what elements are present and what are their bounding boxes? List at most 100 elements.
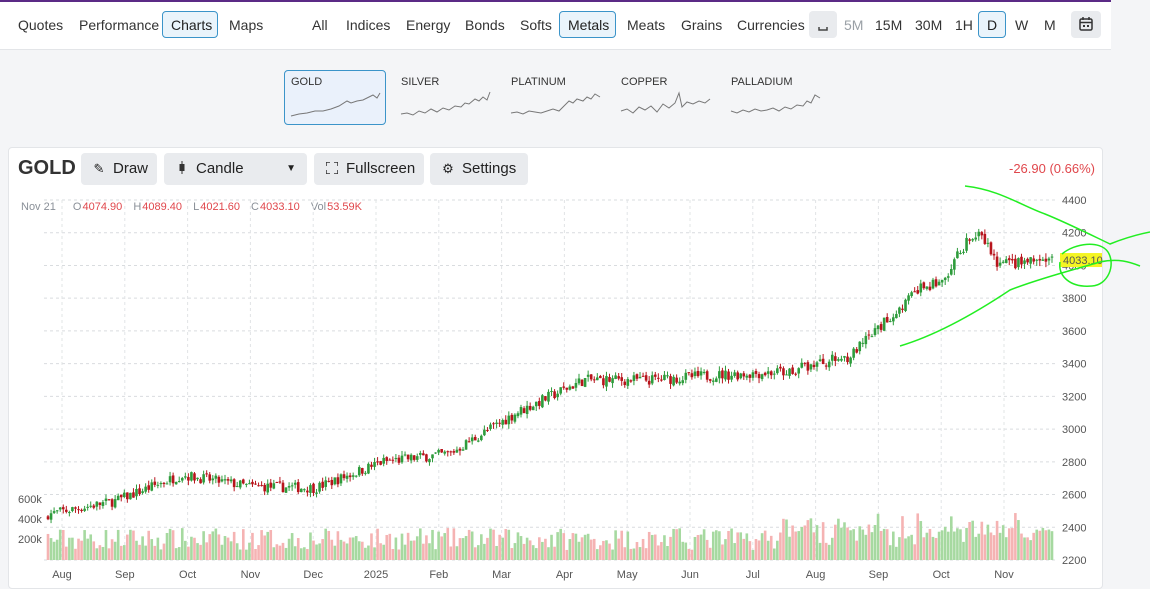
tab-maps[interactable]: Maps <box>229 17 264 33</box>
thumbnail-platinum[interactable]: PLATINUM <box>504 70 606 125</box>
thumbnail-copper[interactable]: COPPER <box>614 70 716 125</box>
volume-bar <box>132 530 135 560</box>
volume-bar <box>650 534 654 560</box>
tab-quotes[interactable]: Quotes <box>18 17 64 33</box>
category-all[interactable]: All <box>312 17 328 33</box>
volume-bar <box>882 528 886 560</box>
volume-bar <box>690 549 694 560</box>
volume-bar <box>1017 520 1020 560</box>
top-accent-line <box>0 0 1111 2</box>
candle-body <box>962 251 965 253</box>
category-currencies[interactable]: Currencies <box>737 17 805 33</box>
candle-body <box>391 459 395 461</box>
candle-body <box>232 479 236 488</box>
candle-body <box>150 482 154 491</box>
candle-body <box>949 269 953 275</box>
candle-body <box>528 405 532 410</box>
settings-button[interactable]: ⚙ Settings <box>430 153 528 185</box>
fullscreen-button[interactable]: Fullscreen <box>314 153 424 185</box>
thumbnail-silver[interactable]: SILVER <box>394 70 496 125</box>
candle-body <box>818 359 822 362</box>
volume-bar <box>513 543 517 560</box>
timeframe-m[interactable]: M <box>1044 17 1056 33</box>
timeframe-30m[interactable]: 30M <box>915 17 943 33</box>
timeframe-15m[interactable]: 15M <box>875 17 903 33</box>
volume-bar <box>995 520 999 560</box>
volume-bar <box>519 536 523 560</box>
tab-performance[interactable]: Performance <box>79 17 160 33</box>
candle-body <box>171 475 175 484</box>
candle-body <box>574 382 578 388</box>
candle-body <box>788 368 791 376</box>
candle-body <box>406 454 410 460</box>
volume-bar <box>226 537 230 560</box>
candle-body <box>464 440 468 450</box>
candle-body <box>800 362 804 368</box>
candle-body <box>52 511 56 513</box>
x-tick-label: Oct <box>179 569 196 581</box>
volume-bar <box>187 546 190 560</box>
candle-body <box>327 480 331 482</box>
volume-bar <box>757 540 761 560</box>
candle-body <box>513 414 517 422</box>
volume-bar <box>919 521 923 560</box>
category-metals[interactable]: Metals <box>559 11 616 38</box>
candle-body <box>110 499 114 507</box>
candle-toggle-button[interactable] <box>809 11 837 38</box>
category-softs[interactable]: Softs <box>520 17 552 33</box>
timeframe-1h[interactable]: 1H <box>955 17 973 33</box>
thumbnail-palladium[interactable]: PALLADIUM <box>724 70 826 125</box>
candle-body <box>592 379 596 381</box>
candle-body <box>489 424 492 429</box>
volume-bar <box>858 526 862 560</box>
volume-bar <box>476 545 480 560</box>
timeframe-d[interactable]: D <box>978 11 1006 38</box>
timeframe-5m[interactable]: 5M <box>844 17 864 33</box>
candle-body <box>553 391 556 399</box>
category-energy[interactable]: Energy <box>406 17 451 33</box>
candle-body <box>693 371 697 376</box>
candle-body <box>821 358 825 365</box>
volume-bar <box>394 537 398 560</box>
volume-bar <box>888 545 892 560</box>
volume-bar <box>501 537 504 560</box>
candle-body <box>281 482 285 493</box>
volume-bar <box>974 536 978 560</box>
timeframe-w[interactable]: W <box>1015 17 1029 33</box>
volume-bar <box>577 541 581 560</box>
category-indices[interactable]: Indices <box>346 17 391 33</box>
y-tick-label: 3200 <box>1062 391 1086 403</box>
category-meats[interactable]: Meats <box>627 17 666 33</box>
y-tick-label: 3400 <box>1062 359 1086 371</box>
volume-bar <box>864 534 868 560</box>
candle-body <box>974 237 978 240</box>
volume-bar <box>940 530 944 560</box>
high-key: H <box>133 201 142 213</box>
candle-body <box>159 483 163 485</box>
candle-body <box>599 375 602 379</box>
volume-bar <box>605 540 608 560</box>
chart-type-dropdown[interactable]: Candle ▼ <box>164 153 307 185</box>
volume-bar <box>144 545 147 560</box>
tab-charts[interactable]: Charts <box>162 11 218 38</box>
candle-body <box>827 361 831 368</box>
category-bonds[interactable]: Bonds <box>465 17 505 33</box>
draw-button[interactable]: ✎ Draw <box>81 153 157 185</box>
calendar-button[interactable] <box>1071 11 1101 38</box>
volume-bar <box>361 541 364 560</box>
volume-bar <box>821 522 825 560</box>
candle-body <box>77 509 80 511</box>
volume-bar <box>855 540 858 560</box>
volume-bar <box>785 519 788 560</box>
candle-body <box>644 375 648 381</box>
category-grains[interactable]: Grains <box>681 17 723 33</box>
candle-body <box>937 281 941 286</box>
volume-bar <box>382 544 385 560</box>
volume-bar <box>660 542 663 560</box>
thumbnail-label: GOLD <box>291 76 323 88</box>
volume-bar <box>687 548 691 560</box>
candle-body <box>892 317 895 322</box>
thumbnail-gold[interactable]: GOLD <box>284 70 386 125</box>
volume-bar <box>214 528 218 560</box>
